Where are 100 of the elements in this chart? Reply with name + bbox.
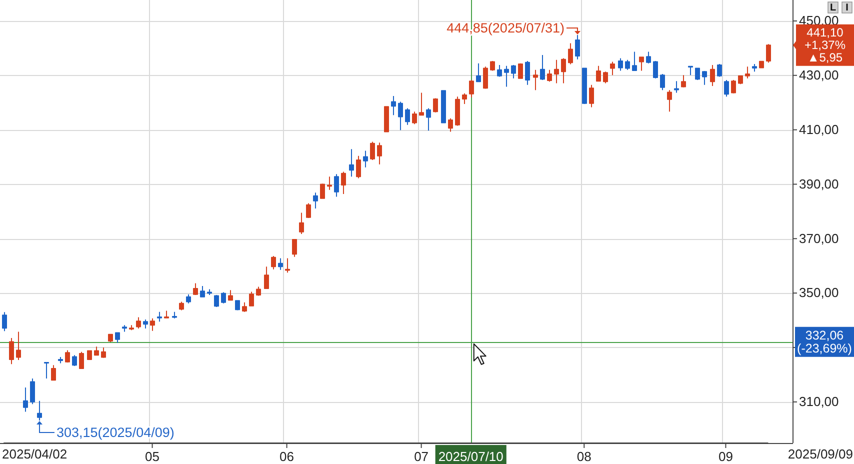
candlestick [30,378,35,405]
candlestick [752,63,757,72]
y-tick-label: 370,00 [799,230,839,246]
x-tick-label: 05 [145,449,160,464]
x-tick-label: 08 [576,449,592,464]
candlestick [426,108,431,132]
candlestick [87,350,92,361]
candlestick [398,101,403,131]
candlestick [157,311,162,322]
candlestick [511,64,516,79]
candlestick [533,69,538,91]
candlestick [136,316,141,329]
candlestick [51,364,56,382]
candlestick [483,66,488,90]
candlestick [72,354,77,366]
candlestick [490,60,495,72]
candlestick [582,67,587,104]
candlestick [653,60,658,79]
annotation: 303,15(2025/04/09) [56,425,174,440]
candlestick [518,62,523,80]
candlestick [568,42,573,65]
candlestick [497,64,502,78]
candlestick [632,51,637,72]
candlestick [349,148,354,178]
candlestick [242,302,247,312]
candlestick [759,60,764,69]
candlestick [129,324,134,331]
candlestick [2,312,7,332]
candlestick [469,80,474,98]
candlestick [540,54,545,80]
y-tick-label: 430,00 [799,68,839,83]
candlestick [681,74,686,88]
candlestick [561,58,566,84]
candlestick [455,96,460,126]
candlestick [745,66,750,79]
candlestick [433,98,438,113]
candlestick [249,291,254,307]
candlestick [547,69,552,82]
candlestick [278,258,283,270]
candlestick [724,80,729,98]
text: 441,10 +1,37% ▲5,95 [804,26,846,65]
candlestick [172,311,177,319]
candlestick [766,44,771,64]
ref-line-label: 332,06 (-23,69%) [797,328,852,356]
candlestick [320,183,325,200]
candlestick [193,282,198,296]
candlestick [596,65,601,82]
candlestick [391,96,396,116]
candlestick [101,346,106,358]
y-tick-label: 390,00 [799,176,839,192]
text: I [846,2,849,14]
candlestick [122,324,127,332]
candlestick [639,56,644,72]
candlestick [554,59,559,84]
candlestick [44,362,49,380]
y-tick-label: 350,00 [799,285,839,300]
candlestick [356,155,361,179]
candlestick [23,386,28,412]
candlestick [264,266,269,290]
candlestick [419,92,424,116]
candlestick [384,106,389,133]
candlestick [285,258,290,274]
candlestick [667,90,672,112]
candlestick [412,111,417,125]
candlestick [299,212,304,235]
candlestick [313,192,318,209]
candlestick [702,70,707,86]
candlestick [504,65,509,88]
candlestick [271,256,276,270]
candlestick [688,66,693,76]
candlestick [738,75,743,85]
candlestick [377,142,382,165]
candlestick [341,171,346,195]
x-tick-label: 06 [280,449,294,464]
candlestick [292,238,297,258]
candlestick [186,294,191,304]
candlestick [37,400,42,422]
candlestick [731,80,736,94]
candlestick [525,60,530,86]
candlestick [441,90,446,124]
candlestick [695,67,700,80]
candlestick [660,74,665,91]
candlestick [717,63,722,78]
candlestick [9,337,14,365]
candlestick [603,71,608,84]
candlestick [618,58,623,72]
text: 2025/09/09 [788,446,853,462]
candlestick [476,62,481,83]
candlestick [363,150,368,168]
x-tick-label: 2025/07/10 [438,449,504,464]
candlestick [16,331,21,361]
text: L [830,2,836,14]
candlestick [610,61,615,76]
candlestick [164,310,169,319]
candlestick [462,92,467,104]
candlestick [200,285,205,298]
candlestick [334,174,339,198]
candlestick [228,290,233,302]
candlestick [448,118,453,132]
candlestick [58,356,63,364]
